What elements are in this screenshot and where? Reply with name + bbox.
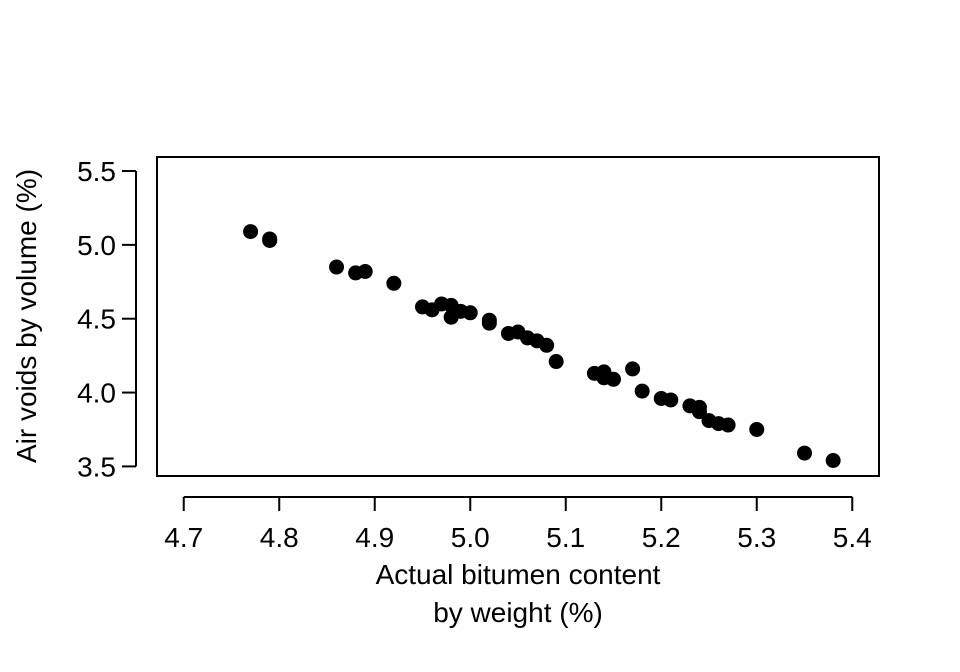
y-tick-label: 5.5: [77, 156, 116, 187]
data-point: [462, 305, 478, 321]
data-point: [606, 371, 622, 387]
y-axis: 3.5 4.0 4.5 5.0 5.5: [77, 156, 137, 482]
data-point: [539, 337, 555, 353]
y-tick-label: 4.5: [77, 304, 116, 335]
data-point: [634, 383, 650, 399]
y-axis-label: Air voids by volume (%): [11, 169, 42, 463]
data-point: [691, 404, 707, 420]
x-axis: 4.7 4.8 4.9 5.0 5.1 5.2 5.3 5.4: [164, 496, 872, 553]
x-tick-label: 4.9: [355, 522, 394, 553]
data-point: [625, 361, 641, 377]
x-axis-label-line-2: by weight (%): [433, 597, 603, 628]
data-point: [749, 421, 765, 437]
data-point: [548, 354, 564, 370]
x-tick-label: 5.2: [642, 522, 681, 553]
x-tick-label: 5.3: [737, 522, 776, 553]
x-tick-label: 5.1: [546, 522, 585, 553]
data-point: [243, 224, 259, 240]
data-point: [797, 445, 813, 461]
data-point: [481, 315, 497, 331]
x-tick-label: 4.8: [260, 522, 299, 553]
y-tick-label: 3.5: [77, 451, 116, 482]
x-tick-label: 5.0: [451, 522, 490, 553]
x-axis-label-line-1: Actual bitumen content: [376, 559, 661, 590]
data-point: [825, 452, 841, 468]
data-point: [357, 263, 373, 279]
data-point: [329, 259, 345, 275]
x-tick-label: 5.4: [833, 522, 872, 553]
data-point: [720, 417, 736, 433]
data-point: [663, 392, 679, 408]
y-tick-label: 5.0: [77, 230, 116, 261]
data-point: [386, 275, 402, 291]
data-point: [262, 232, 278, 248]
plot-frame: [156, 156, 880, 477]
y-tick-label: 4.0: [77, 378, 116, 409]
x-tick-label: 4.7: [164, 522, 203, 553]
data-points: [243, 224, 841, 468]
